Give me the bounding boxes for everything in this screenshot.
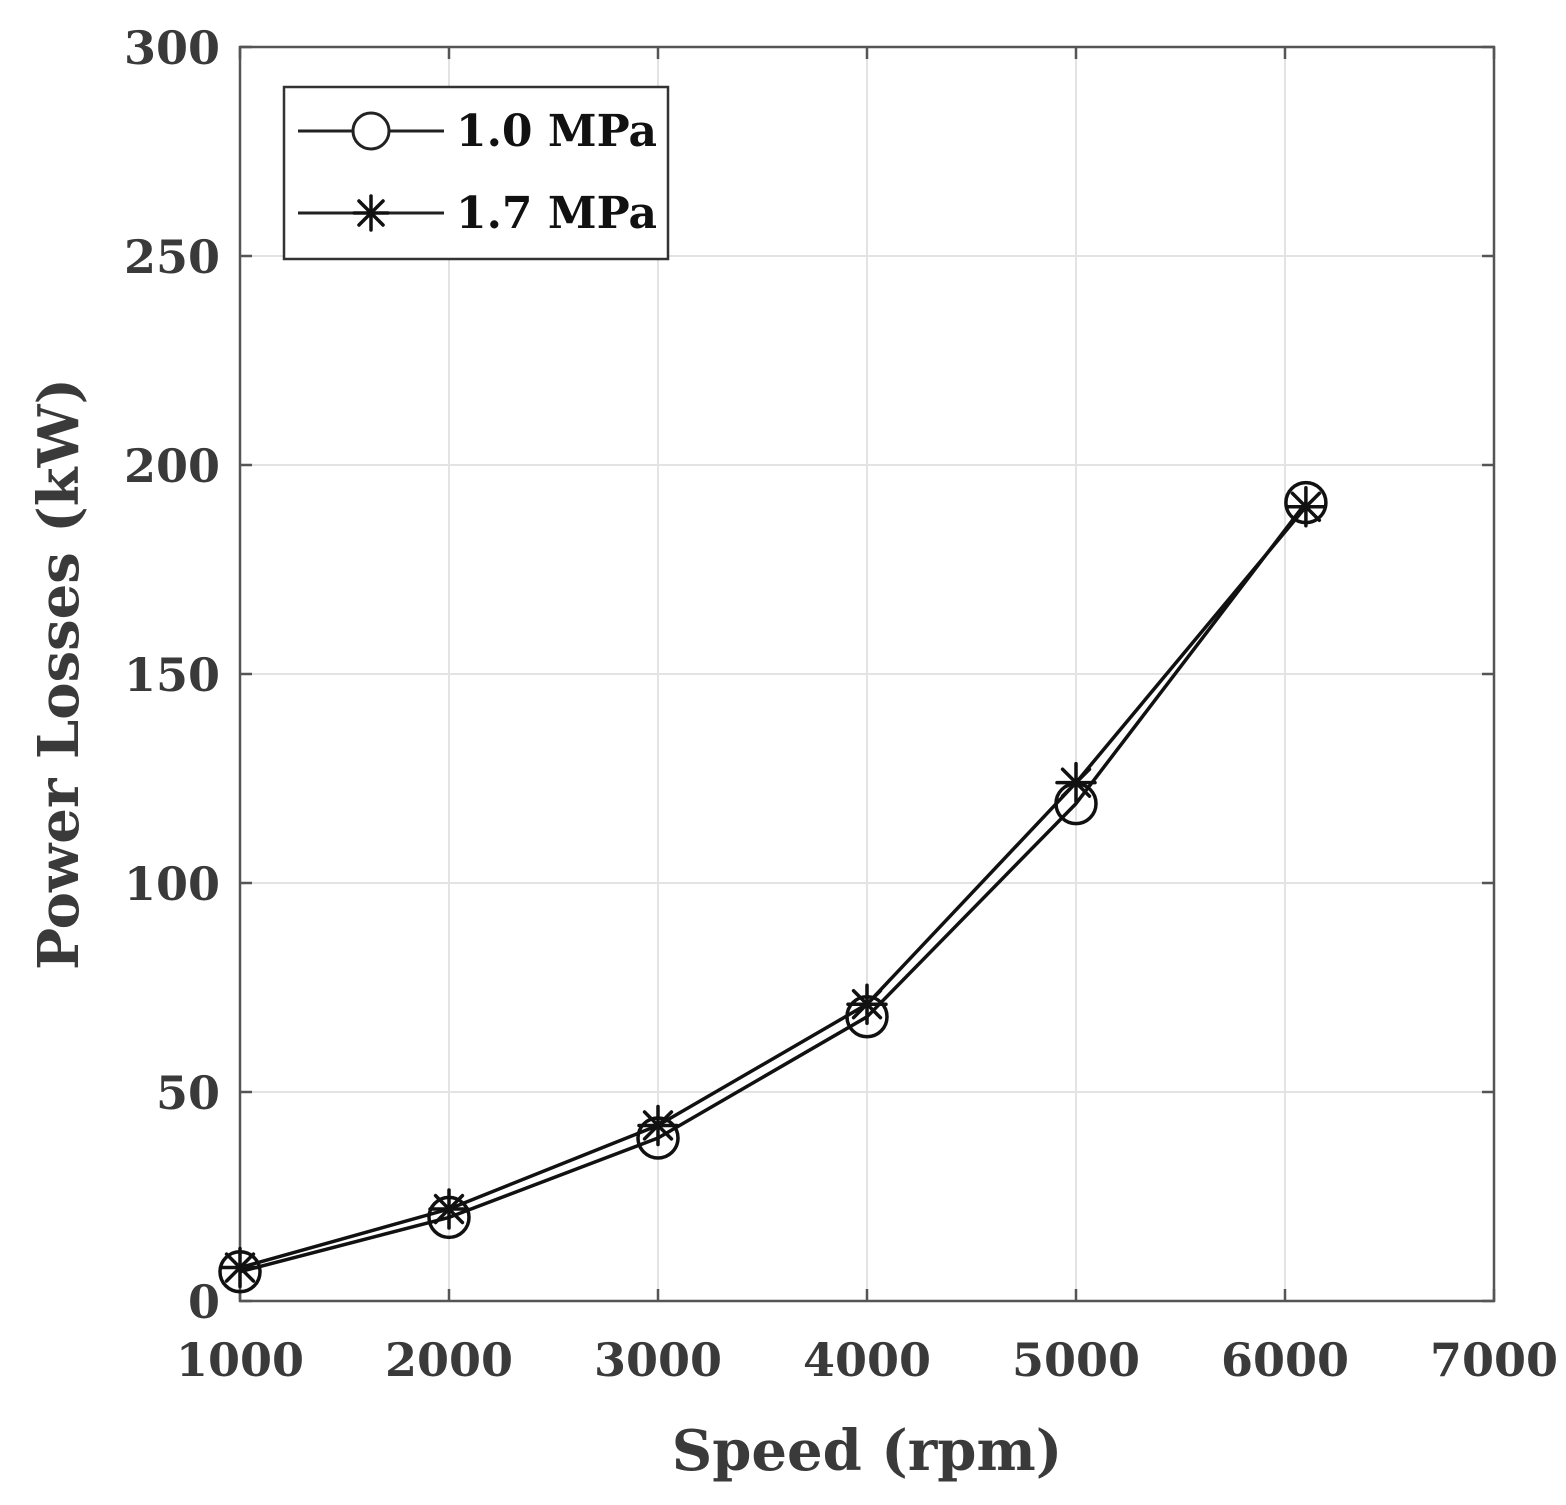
y-tick-label: 200 bbox=[124, 439, 220, 493]
y-tick-label: 250 bbox=[124, 230, 220, 284]
legend-box bbox=[282, 85, 670, 261]
y-tick-label: 150 bbox=[124, 648, 220, 702]
x-tick-label: 2000 bbox=[385, 1333, 513, 1387]
legend-asterisk-marker-icon bbox=[352, 194, 390, 232]
axis-ticks bbox=[238, 45, 1496, 1303]
data-point bbox=[637, 1104, 679, 1147]
x-tick-labels: 1000 2000 3000 4000 5000 6000 7000 bbox=[176, 1333, 1558, 1387]
data-point bbox=[1285, 486, 1327, 528]
data-series bbox=[218, 480, 1328, 1294]
legend-label-series-2: 1.7 MPa bbox=[456, 188, 657, 239]
legend-item-series-2: 1.7 MPa bbox=[298, 188, 657, 239]
x-tick-label: 5000 bbox=[1012, 1333, 1140, 1387]
legend-asterisk-glyph bbox=[352, 194, 390, 232]
x-tick-label: 6000 bbox=[1221, 1333, 1349, 1387]
series-line bbox=[239, 501, 1308, 1274]
data-point bbox=[846, 983, 888, 1025]
y-axis-title: Power Losses (kW) bbox=[26, 378, 92, 970]
y-tick-label: 100 bbox=[124, 857, 220, 911]
legend-item-series-1: 1.0 MPa bbox=[298, 106, 657, 157]
data-point bbox=[428, 1188, 470, 1230]
y-tick-label: 0 bbox=[188, 1275, 220, 1329]
x-tick-label: 7000 bbox=[1430, 1333, 1558, 1387]
y-tick-label: 50 bbox=[156, 1066, 220, 1120]
legend-label-series-1: 1.0 MPa bbox=[456, 106, 657, 157]
data-point bbox=[1055, 761, 1097, 804]
y-tick-label: 300 bbox=[124, 21, 220, 75]
x-tick-label: 1000 bbox=[176, 1333, 304, 1387]
series-line bbox=[239, 505, 1308, 1270]
legend: 1.0 MPa 1.7 MPa bbox=[282, 85, 670, 261]
x-tick-label: 3000 bbox=[594, 1333, 722, 1387]
x-tick-label: 4000 bbox=[803, 1333, 931, 1387]
series-2 bbox=[219, 486, 1327, 1289]
legend-circle-marker-icon bbox=[351, 111, 391, 151]
y-tick-labels: 0 50 100 150 200 250 300 bbox=[124, 21, 220, 1329]
x-axis-title: Speed (rpm) bbox=[672, 1418, 1062, 1484]
data-point bbox=[219, 1246, 261, 1289]
